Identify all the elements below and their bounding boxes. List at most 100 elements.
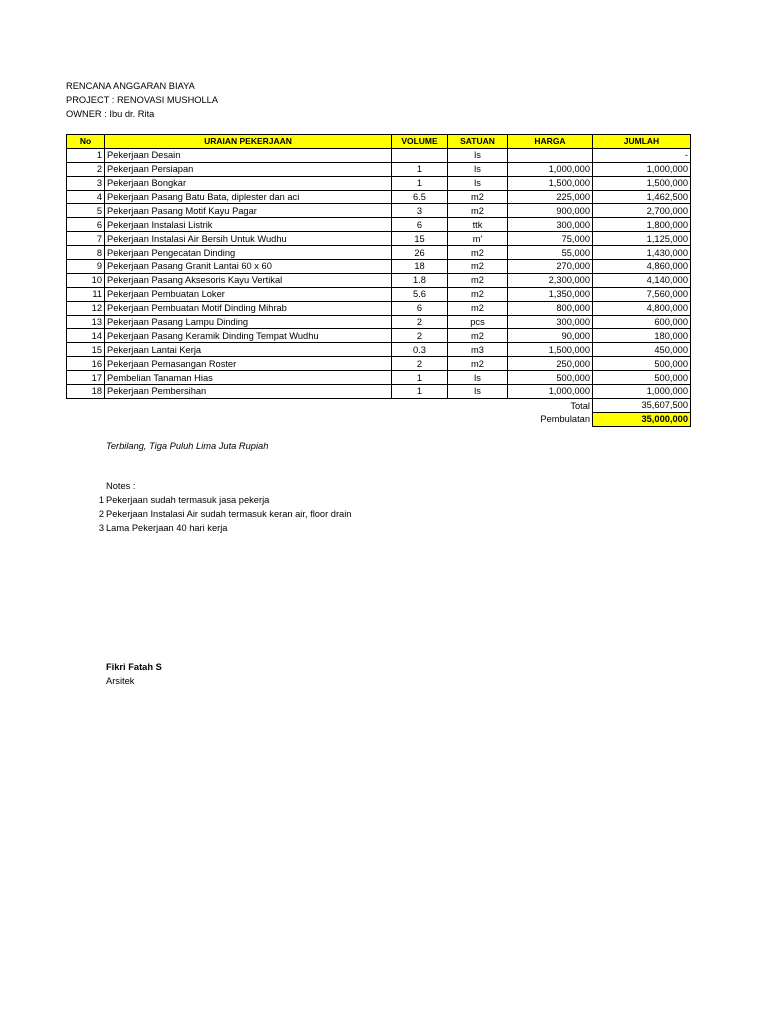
cell-uraian: Pekerjaan Pembersihan (104, 384, 392, 399)
table-row: 14 Pekerjaan Pasang Keramik Dinding Tempa… (66, 328, 691, 344)
table-header-row: No URAIAN PEKERJAAN VOLUME SATUAN HARGA JUMLA… (66, 134, 691, 149)
cell-no: 14 (66, 328, 105, 344)
table-row: 16 Pekerjaan Pemasangan Roster 2 m2 250,000 5… (66, 356, 691, 372)
rounding-row: Pembulatan 35,000,000 (67, 411, 691, 427)
cell-volume: 2 (391, 328, 448, 344)
cell-jumlah: - (592, 147, 691, 163)
cell-jumlah: 7,560,000 (592, 286, 691, 302)
cell-harga: 500,000 (507, 370, 593, 386)
cell-volume: 0.3 (391, 342, 448, 358)
table-row: 18 Pekerjaan Pembersihan 1 ls 1,000,000 1,000… (66, 384, 691, 399)
cell-harga: 900,000 (507, 203, 593, 219)
cell-uraian: Pekerjaan Pasang Motif Kayu Pagar (104, 203, 392, 219)
cell-satuan: ls (447, 147, 508, 163)
cell-volume: 1 (391, 161, 448, 177)
cell-no: 9 (66, 259, 105, 274)
total-label: Total (570, 400, 590, 411)
cell-no: 16 (66, 356, 105, 372)
cell-no: 11 (66, 286, 105, 302)
table-row: 9 Pekerjaan Pasang Granit Lantai 60 x 60 1… (66, 259, 691, 274)
cell-satuan: m2 (447, 356, 508, 372)
cell-no: 5 (66, 203, 105, 219)
table-row: 1 Pekerjaan Desain ls - (66, 147, 691, 163)
cell-uraian: Pekerjaan Pembuatan Loker (104, 286, 392, 302)
cell-jumlah: 600,000 (592, 314, 691, 330)
cell-satuan: pcs (447, 314, 508, 330)
note-number: 3 (98, 523, 104, 533)
cell-no: 8 (66, 245, 105, 261)
cell-volume: 2 (391, 314, 448, 330)
cell-satuan: m2 (447, 259, 508, 274)
cell-uraian: Pekerjaan Pasang Aksesoris Kayu Vertikal (104, 272, 392, 288)
table-row: 12 Pekerjaan Pembuatan Motif Dinding Mihr… (66, 300, 691, 316)
cell-uraian: Pekerjaan Pasang Keramik Dinding Tempat … (104, 328, 392, 344)
total-row: Total 35,607,500 (67, 397, 691, 413)
cell-satuan: m' (447, 231, 508, 247)
cell-no: 4 (66, 189, 105, 205)
note-number: 1 (98, 495, 104, 505)
cell-harga: 2,300,000 (507, 272, 593, 288)
cell-jumlah: 1,800,000 (592, 217, 691, 233)
cell-uraian: Pekerjaan Pasang Granit Lantai 60 x 60 (104, 259, 392, 274)
signature-role: Arsitek (106, 676, 135, 686)
cell-harga: 90,000 (507, 328, 593, 344)
cell-satuan: m3 (447, 342, 508, 358)
cell-harga: 800,000 (507, 300, 593, 316)
cell-satuan: m2 (447, 328, 508, 344)
cell-jumlah: 4,140,000 (592, 272, 691, 288)
table-row: 17 Pembelian Tanaman Hias 1 ls 500,000 500,00… (66, 370, 691, 386)
cell-volume: 1 (391, 175, 448, 191)
cell-jumlah: 1,125,000 (592, 231, 691, 247)
cell-satuan: ls (447, 175, 508, 191)
cell-no: 18 (66, 384, 105, 399)
table-row: 4 Pekerjaan Pasang Batu Bata, diplester d… (66, 189, 691, 205)
cell-no: 13 (66, 314, 105, 330)
cell-harga: 75,000 (507, 231, 593, 247)
cell-jumlah: 500,000 (592, 370, 691, 386)
table-row: 2 Pekerjaan Persiapan 1 ls 1,000,000 1,000,00… (66, 161, 691, 177)
cell-no: 2 (66, 161, 105, 177)
cell-harga: 55,000 (507, 245, 593, 261)
cell-jumlah: 2,700,000 (592, 203, 691, 219)
cell-volume: 1 (391, 370, 448, 386)
terbilang-text: Terbilang, Tiga Puluh Lima Juta Rupiah (106, 441, 269, 451)
cell-jumlah: 1,500,000 (592, 175, 691, 191)
cell-jumlah: 1,462,500 (592, 189, 691, 205)
cell-jumlah: 500,000 (592, 356, 691, 372)
cell-satuan: m2 (447, 203, 508, 219)
cell-satuan: m2 (447, 189, 508, 205)
column-header: SATUAN (447, 134, 508, 149)
cell-uraian: Pekerjaan Pembuatan Motif Dinding Mihrab (104, 300, 392, 316)
rounding-label: Pembulatan (540, 414, 590, 425)
cell-jumlah: 180,000 (592, 328, 691, 344)
table-row: 7 Pekerjaan Instalasi Air Bersih Untuk Wu… (66, 231, 691, 247)
column-header: URAIAN PEKERJAAN (104, 134, 392, 149)
cell-harga: 1,500,000 (507, 342, 593, 358)
cell-volume: 1 (391, 384, 448, 399)
cell-no: 17 (66, 370, 105, 386)
column-header: HARGA (507, 134, 593, 149)
cell-uraian: Pembelian Tanaman Hias (104, 370, 392, 386)
cell-satuan: m2 (447, 300, 508, 316)
budget-table: No URAIAN PEKERJAAN VOLUME SATUAN HARGA JUMLA… (66, 134, 691, 427)
project-line: PROJECT : RENOVASI MUSHOLLA (66, 95, 219, 105)
cell-volume: 3 (391, 203, 448, 219)
cell-jumlah: 1,430,000 (592, 245, 691, 261)
table-row: 8 Pekerjaan Pengecatan Dinding 26 m2 55,000 1… (66, 245, 691, 261)
cell-satuan: ttk (447, 217, 508, 233)
cell-harga: 300,000 (507, 314, 593, 330)
table-row: 11 Pekerjaan Pembuatan Loker 5.6 m2 1,350,00… (66, 286, 691, 302)
column-header: JUMLAH (592, 134, 691, 149)
table-row: 10 Pekerjaan Pasang Aksesoris Kayu Vertik… (66, 272, 691, 288)
column-header: VOLUME (391, 134, 448, 149)
cell-harga: 225,000 (507, 189, 593, 205)
cell-no: 10 (66, 272, 105, 288)
cell-no: 3 (66, 175, 105, 191)
cell-satuan: ls (447, 370, 508, 386)
note-text: Pekerjaan Instalasi Air sudah termasuk k… (106, 509, 352, 519)
owner-line: OWNER : Ibu dr. Rita (66, 109, 155, 119)
cell-uraian: Pekerjaan Pengecatan Dinding (104, 245, 392, 261)
cell-no: 1 (66, 147, 105, 163)
cell-volume: 1.8 (391, 272, 448, 288)
cell-no: 6 (66, 217, 105, 233)
